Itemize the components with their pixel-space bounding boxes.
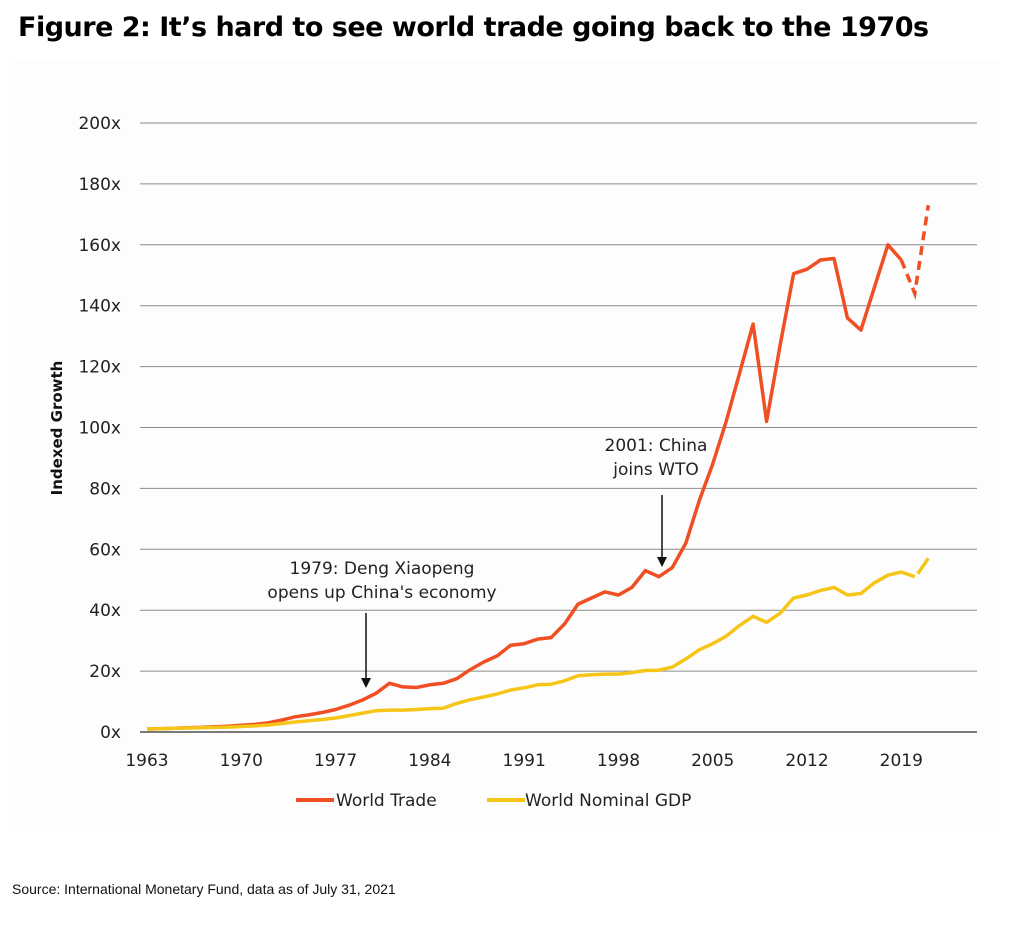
annotation-text: joins WTO [612, 460, 698, 480]
legend-label: World Nominal GDP [525, 791, 691, 811]
annotation-text: 2001: China [605, 436, 708, 456]
y-tick-label: 40x [89, 601, 121, 621]
x-tick-label: 2012 [785, 751, 828, 771]
annotation-text: opens up China's economy [267, 583, 496, 603]
x-tick-label: 2019 [880, 751, 923, 771]
x-tick-label: 1977 [314, 751, 357, 771]
y-tick-label: 160x [78, 236, 121, 256]
y-tick-label: 200x [78, 114, 121, 134]
world-gdp-line-latest [916, 557, 930, 575]
world-trade-line-projected [899, 204, 931, 301]
annotation-arrowhead [361, 678, 371, 688]
world-gdp-line [146, 570, 916, 731]
annotation-arrowhead [657, 557, 667, 567]
x-axis-ticks: 1963 1970 1977 1984 1991 1998 2005 2012 2019 [125, 751, 923, 771]
annotation-text: 1979: Deng Xiaopeng [290, 559, 475, 579]
chart-background [10, 60, 1000, 830]
y-tick-label: 0x [100, 723, 121, 743]
x-tick-label: 1998 [597, 751, 640, 771]
x-tick-label: 1963 [125, 751, 168, 771]
y-tick-label: 100x [78, 419, 121, 439]
y-tick-label: 60x [89, 540, 121, 560]
legend: World Trade World Nominal GDP [296, 791, 691, 811]
x-tick-label: 1991 [503, 751, 546, 771]
x-tick-label: 1970 [220, 751, 263, 771]
figure-title: Figure 2: It’s hard to see world trade g… [18, 12, 929, 43]
y-tick-label: 120x [78, 358, 121, 378]
y-tick-label: 180x [78, 175, 121, 195]
legend-label: World Trade [336, 791, 437, 811]
x-tick-label: 1984 [408, 751, 451, 771]
line-chart: 0x 20x 40x 60x 80x 100x 120x 140x 160x 180x 200x 1… [10, 60, 1000, 830]
gridlines [140, 122, 977, 733]
y-tick-label: 80x [89, 479, 121, 499]
y-axis-label: Indexed Growth [48, 361, 66, 496]
x-tick-label: 2005 [691, 751, 734, 771]
annotations: 1979: Deng Xiaopeng opens up China's econ… [267, 436, 707, 688]
source-note: Source: International Monetary Fund, dat… [12, 881, 396, 897]
series-lines [146, 204, 931, 731]
y-axis-ticks: 0x 20x 40x 60x 80x 100x 120x 140x 160x 180x 200x [78, 114, 121, 743]
world-trade-line [146, 243, 903, 731]
y-tick-label: 140x [78, 297, 121, 317]
y-tick-label: 20x [89, 662, 121, 682]
